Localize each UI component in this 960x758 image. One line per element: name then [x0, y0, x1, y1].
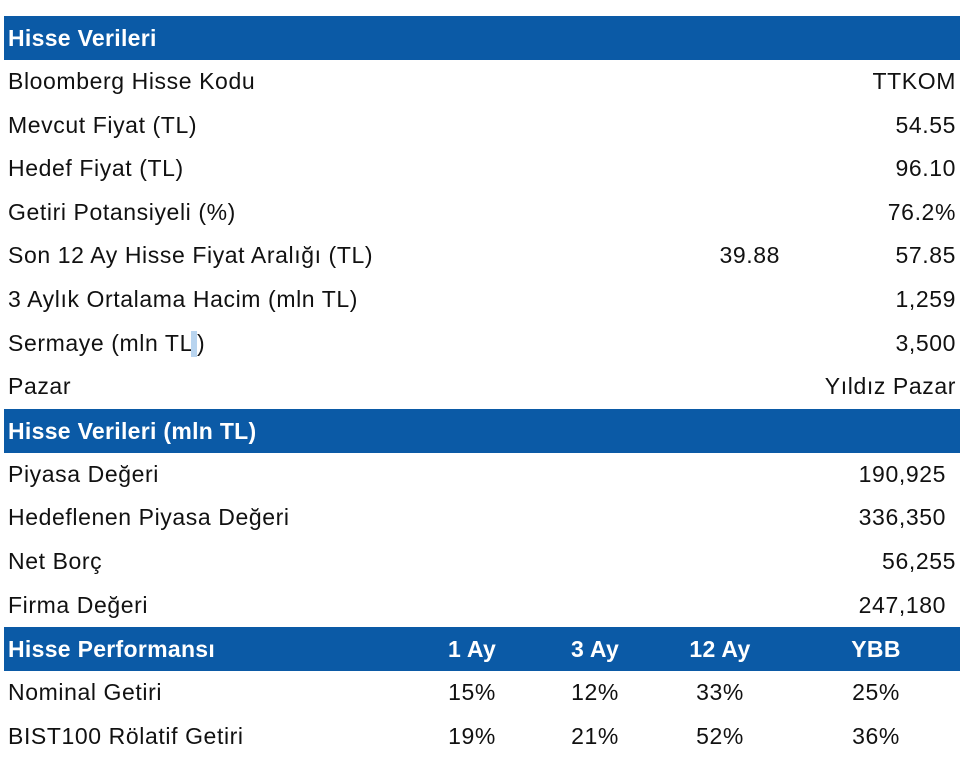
- row-label: Mevcut Fiyat (TL): [8, 111, 198, 138]
- table-row: Pazar Yıldız Pazar: [4, 365, 960, 409]
- row-label: Son 12 Ay Hisse Fiyat Aralığı (TL): [8, 242, 374, 269]
- table-row: Hedef Fiyat (TL) 96.10: [4, 147, 960, 191]
- row-value-high: 57.85: [895, 242, 956, 269]
- table-row: BIST100 Rölatif Getiri 19% 21% 52% 36%: [4, 715, 960, 758]
- row-label-text: Sermaye (mln TL: [8, 329, 193, 356]
- section-header-hisse-performansi: Hisse Performansı 1 Ay 3 Ay 12 Ay YBB: [4, 627, 960, 672]
- row-label: Piyasa Değeri: [8, 460, 159, 487]
- table-row: Bloomberg Hisse Kodu TTKOM: [4, 60, 960, 104]
- stock-data-table: Hisse Verileri Bloomberg Hisse Kodu TTKO…: [4, 16, 960, 758]
- cell-value: 15%: [448, 679, 496, 706]
- section-title: Hisse Performansı: [8, 636, 216, 663]
- row-label: Pazar: [8, 373, 72, 400]
- row-label: 3 Aylık Ortalama Hacim (mln TL): [8, 285, 359, 312]
- row-value: 3,500: [895, 329, 956, 356]
- column-header: 3 Ay: [570, 636, 620, 663]
- row-value: 76.2%: [887, 198, 956, 225]
- table-row: Son 12 Ay Hisse Fiyat Aralığı (TL) 39.88…: [4, 234, 960, 278]
- section-header-hisse-verileri: Hisse Verileri: [4, 16, 960, 60]
- row-label: Net Borç: [8, 547, 103, 574]
- table-row: Firma Değeri 247,180: [4, 584, 960, 628]
- cell-value: 19%: [448, 722, 496, 749]
- table-row: Piyasa Değeri 190,925: [4, 453, 960, 497]
- row-value-low: 39.88: [719, 242, 780, 269]
- row-label: Hedeflenen Piyasa Değeri: [8, 504, 290, 531]
- row-label-text-end: ): [196, 329, 206, 356]
- cell-value: 33%: [696, 679, 744, 706]
- row-value: 190,925: [858, 460, 946, 487]
- row-label: Getiri Potansiyeli (%): [8, 198, 236, 225]
- row-label: Nominal Getiri: [8, 679, 163, 706]
- section-title: Hisse Verileri (mln TL): [8, 417, 257, 444]
- column-header: 12 Ay: [689, 636, 751, 663]
- table-row: Net Borç 56,255: [4, 540, 960, 584]
- table-row: Mevcut Fiyat (TL) 54.55: [4, 104, 960, 148]
- section-header-hisse-verileri-mln: Hisse Verileri (mln TL): [4, 408, 960, 453]
- row-value: 96.10: [895, 155, 956, 182]
- row-value: 247,180: [858, 591, 946, 618]
- row-value: 1,259: [895, 285, 956, 312]
- row-value: 56,255: [882, 547, 956, 574]
- row-label: BIST100 Rölatif Getiri: [8, 722, 244, 749]
- cell-value: 12%: [571, 679, 619, 706]
- cell-value: 21%: [571, 722, 619, 749]
- table-row: Nominal Getiri 15% 12% 33% 25%: [4, 671, 960, 715]
- column-header: YBB: [851, 636, 901, 663]
- table-row: Sermaye (mln TL) 3,500: [4, 322, 960, 366]
- row-value: 54.55: [895, 111, 956, 138]
- text-cursor: [190, 331, 197, 358]
- row-value: TTKOM: [872, 68, 956, 94]
- row-label: Bloomberg Hisse Kodu: [8, 68, 256, 94]
- row-value: Yıldız Pazar: [824, 373, 956, 400]
- table-row: Hedeflenen Piyasa Değeri 336,350: [4, 496, 960, 540]
- table-row: Getiri Potansiyeli (%) 76.2%: [4, 191, 960, 235]
- table-row: 3 Aylık Ortalama Hacim (mln TL) 1,259: [4, 278, 960, 322]
- row-label: Firma Değeri: [8, 591, 149, 618]
- cell-value: 52%: [696, 722, 744, 749]
- cell-value: 25%: [852, 679, 900, 706]
- cell-value: 36%: [852, 722, 900, 749]
- row-label: Sermaye (mln TL): [8, 322, 205, 366]
- row-label: Hedef Fiyat (TL): [8, 155, 184, 182]
- row-value: 336,350: [858, 504, 946, 531]
- column-header: 1 Ay: [447, 636, 497, 663]
- section-title: Hisse Verileri: [8, 25, 157, 51]
